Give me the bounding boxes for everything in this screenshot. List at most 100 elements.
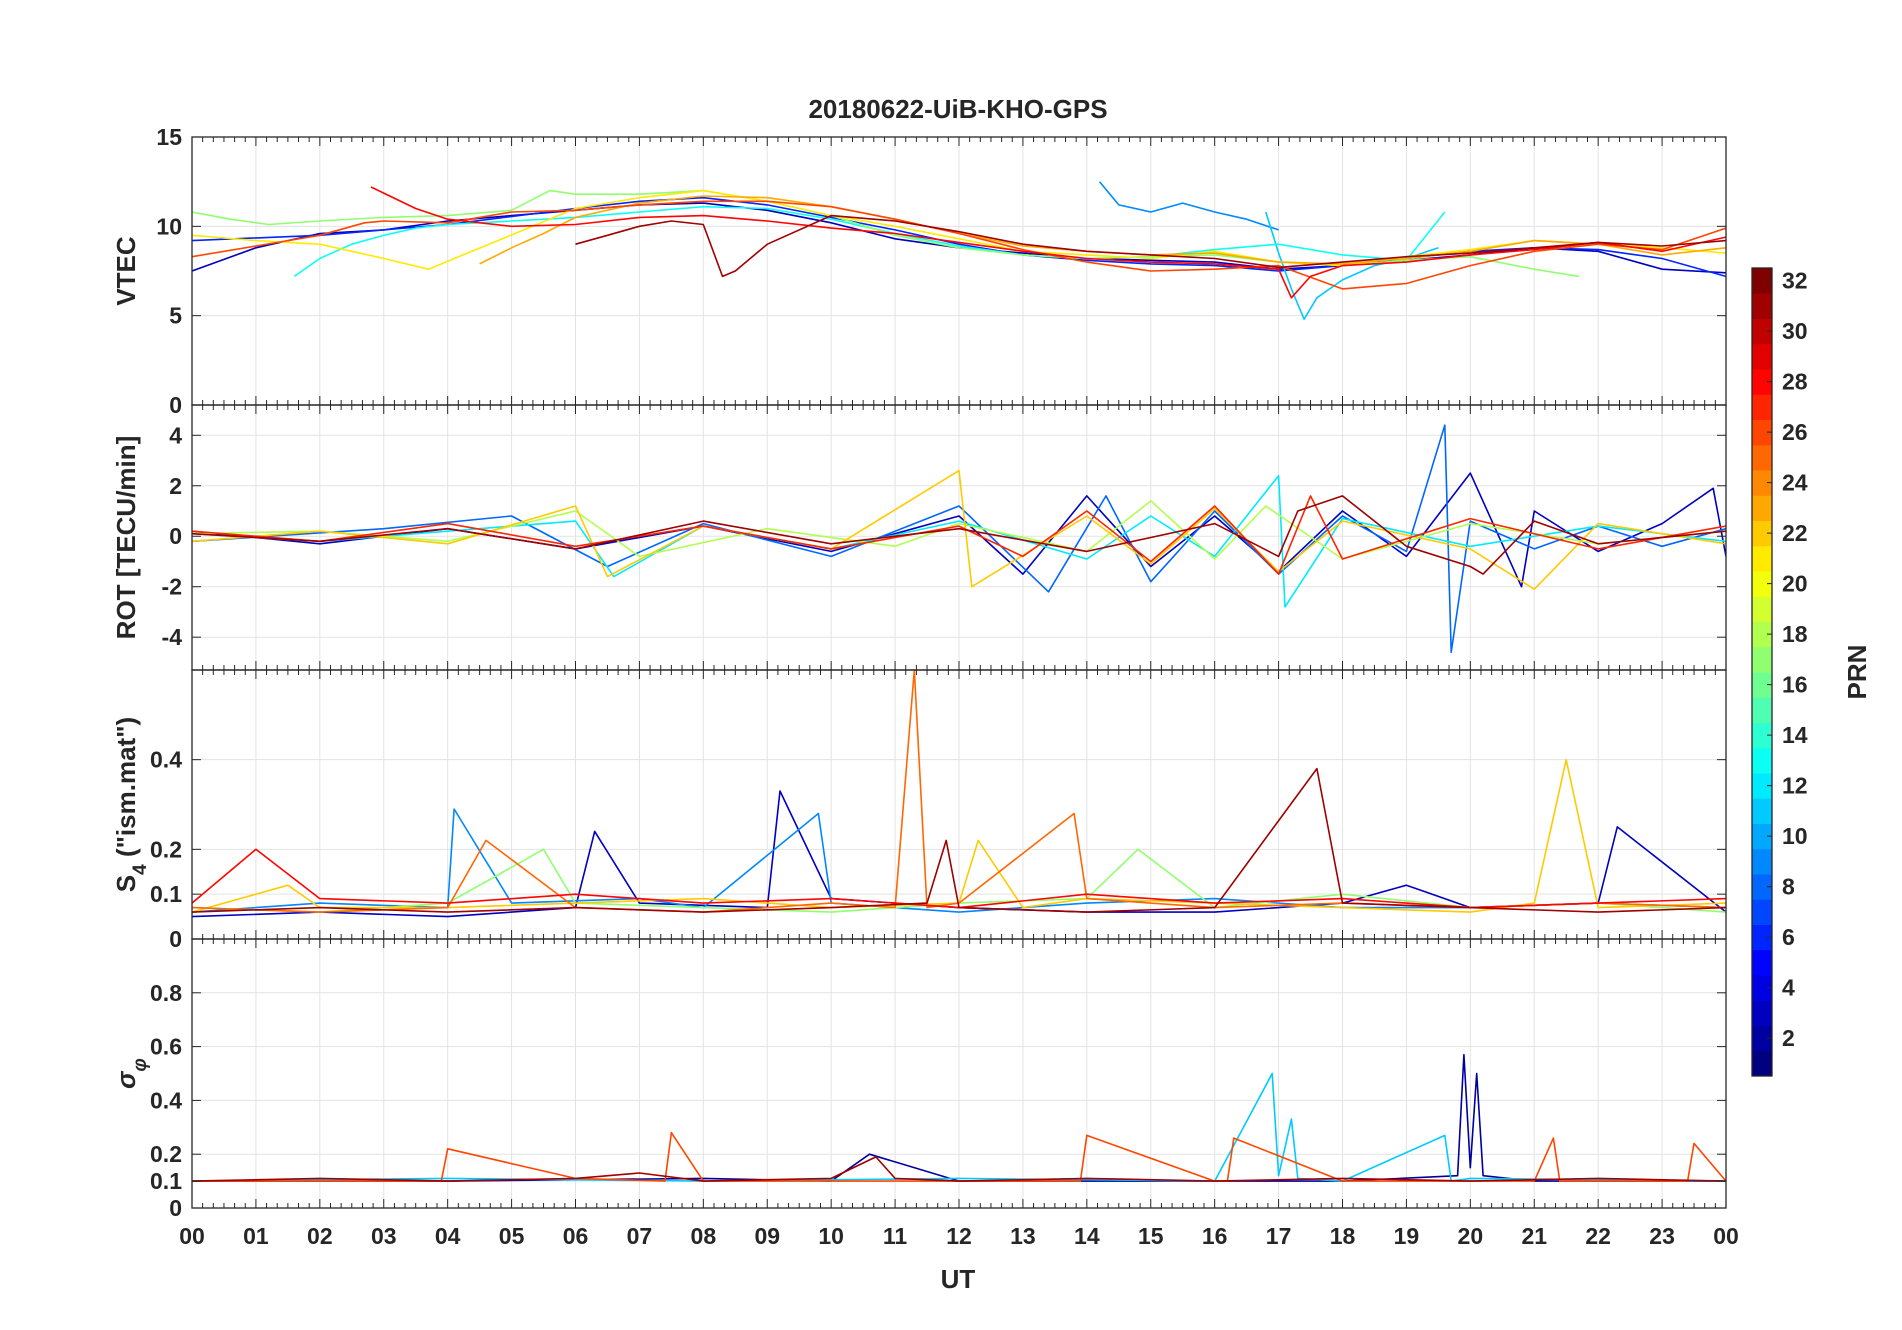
colorbar-label: PRN: [1842, 645, 1872, 700]
colorbar-swatch: [1752, 293, 1772, 319]
series-line-prn-31: [192, 495, 1726, 575]
series-line-prn-9: [192, 808, 1726, 913]
colorbar-swatch: [1752, 1025, 1772, 1052]
x-tick-label: 03: [371, 1223, 397, 1249]
x-tick-label: 15: [1138, 1223, 1164, 1249]
colorbar-swatch: [1752, 924, 1772, 951]
series-group: [192, 1053, 1726, 1182]
colorbar-swatch: [1752, 1050, 1772, 1077]
y-tick-label: 15: [156, 124, 182, 150]
x-tick-label: 06: [563, 1223, 589, 1249]
colorbar-swatch: [1752, 520, 1772, 547]
colorbar-tick-label: 22: [1782, 520, 1808, 546]
x-tick-label: 00: [179, 1223, 205, 1249]
x-tick-label: 21: [1521, 1223, 1547, 1249]
colorbar-tick-label: 24: [1782, 470, 1808, 496]
colorbar-swatch: [1752, 596, 1772, 622]
colorbar-swatch: [1752, 545, 1772, 572]
y-tick-label: -2: [162, 574, 182, 600]
colorbar-swatch: [1752, 444, 1772, 471]
panel-1: 0 5 10 15 VTEC: [111, 124, 1727, 418]
y-tick-label: 0.4: [150, 747, 182, 773]
x-tick-label: 04: [435, 1223, 461, 1249]
series-line-prn-28: [370, 186, 1726, 299]
colorbar-swatch: [1752, 798, 1772, 824]
x-tick-label: 17: [1266, 1223, 1292, 1249]
y-tick-label: 5: [169, 303, 182, 329]
x-tick-label: 01: [243, 1223, 269, 1249]
series-group: [192, 670, 1726, 918]
series-line-prn-12: [192, 474, 1726, 608]
y-tick-label: 0.4: [150, 1087, 182, 1113]
y-tick-label: 10: [156, 213, 182, 239]
series-line-prn-31: [192, 767, 1726, 913]
colorbar-swatch: [1752, 495, 1772, 521]
colorbar-tick-label: 26: [1782, 419, 1808, 445]
colorbar-tick-label: 6: [1782, 924, 1795, 950]
y-tick-label: 0: [169, 523, 182, 549]
series-line-prn-27: [192, 495, 1726, 575]
x-tick-label: 14: [1074, 1223, 1100, 1249]
y-tick-label: 2: [169, 473, 182, 499]
x-tick-label: 00: [1713, 1223, 1739, 1249]
series-group: [192, 424, 1726, 654]
colorbar-swatch: [1752, 949, 1772, 976]
x-tick-label: 13: [1010, 1223, 1036, 1249]
colorbar-swatch: [1752, 975, 1772, 1001]
series-line-prn-23: [479, 195, 1726, 265]
y-tick-label: 0.2: [150, 836, 182, 862]
y-tick-label: 0.6: [150, 1034, 182, 1060]
x-tick-label: 22: [1585, 1223, 1611, 1249]
y-tick-label: 0: [169, 926, 182, 952]
y-tick-label: -4: [162, 624, 183, 650]
y-tick-label: 0.1: [150, 881, 182, 907]
y-tick-label: 0: [169, 1195, 182, 1221]
x-tick-labels: 00 01 02 03 04 05 06 07 08 09 10 11 12 13 14 15 16 17 18 19…: [179, 1223, 1739, 1249]
colorbar-tick-label: 14: [1782, 722, 1808, 748]
x-tick-label: 08: [691, 1223, 717, 1249]
colorbar-tick-label: 8: [1782, 874, 1795, 900]
colorbar-swatch: [1752, 773, 1772, 799]
x-tick-label: 07: [627, 1223, 653, 1249]
x-tick-label: 18: [1330, 1223, 1356, 1249]
series-group: [192, 181, 1726, 321]
colorbar-tick-label: 4: [1782, 975, 1795, 1001]
colorbar-swatch: [1752, 343, 1772, 370]
colorbar-swatch: [1752, 899, 1772, 925]
colorbar-frame: [1751, 267, 1773, 1077]
series-line-prn-31: [192, 1156, 1726, 1182]
colorbar-swatch: [1752, 268, 1772, 294]
series-line-prn-26: [192, 1131, 1726, 1182]
colorbar-tick-label: 16: [1782, 672, 1808, 698]
colorbar-swatch: [1752, 874, 1772, 900]
x-tick-label: 20: [1458, 1223, 1484, 1249]
y-tick-label: 4: [169, 422, 182, 448]
colorbar-swatch: [1752, 697, 1772, 723]
colorbar-swatch: [1752, 621, 1772, 648]
y-axis-label: σφ: [111, 1058, 151, 1089]
colorbar-swatch: [1752, 747, 1772, 774]
colorbar-swatch: [1752, 722, 1772, 749]
colorbar-tick-label: 2: [1782, 1025, 1795, 1051]
colorbar-swatch: [1752, 1000, 1772, 1026]
x-tick-label: 16: [1202, 1223, 1228, 1249]
colorbar-tick-label: 10: [1782, 823, 1808, 849]
x-tick-label: 12: [946, 1223, 972, 1249]
panel-2: -4 -2 0 2 4 ROT [TECU/min]: [111, 404, 1727, 671]
x-tick-label: 23: [1649, 1223, 1675, 1249]
colorbar-swatch: [1752, 470, 1772, 496]
colorbar-swatch: [1752, 318, 1772, 345]
colorbar-tick-label: 18: [1782, 621, 1808, 647]
colorbar-swatch: [1752, 571, 1772, 597]
colorbar-swatch: [1752, 848, 1772, 875]
colorbar-swatch: [1752, 419, 1772, 446]
colorbar-swatch: [1752, 369, 1772, 395]
panel-4: 00.10.2 0.4 0.6 0.8 σφ: [111, 938, 1727, 1221]
x-tick-label: 09: [754, 1223, 780, 1249]
series-line-prn-18: [192, 500, 1726, 560]
y-axis-label: ROT [TECU/min]: [111, 436, 141, 640]
panel-3: 0 0.1 0.2 0.4S4 ("ism.mat"): [111, 669, 1727, 952]
colorbar-swatch: [1752, 672, 1772, 698]
colorbar-swatch: [1752, 646, 1772, 673]
